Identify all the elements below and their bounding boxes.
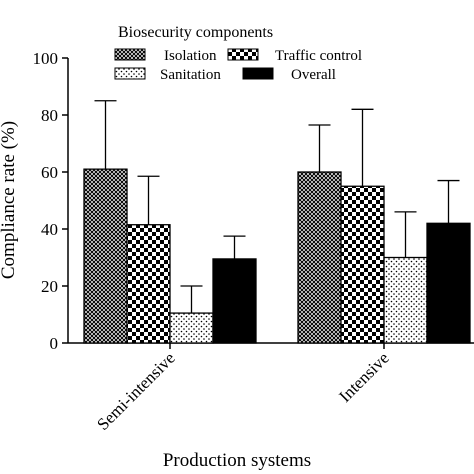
- bar-isolation-intensive: [297, 171, 342, 344]
- bar-traffic-control-intensive: [340, 185, 385, 344]
- legend: Biosecurity components Isolation Traffic …: [114, 24, 362, 83]
- y-axis-label: Compliance rate (%): [0, 121, 19, 279]
- bar-overall-intensive: [426, 222, 471, 344]
- y-tick-label: 20: [41, 277, 58, 296]
- legend-label: Sanitation: [160, 67, 221, 83]
- y-tick-label: 80: [41, 106, 58, 125]
- error-bars: [94, 100, 460, 314]
- y-tick-label: 40: [41, 220, 58, 239]
- bars: [83, 168, 471, 344]
- legend-swatch-isolation: [114, 48, 146, 61]
- x-axis-label: Production systems: [163, 450, 311, 471]
- x-tick-label: Semi-intensive: [93, 348, 179, 434]
- bar-overall-semi-intensive: [212, 258, 257, 344]
- bar-sanitation-semi-intensive: [169, 312, 214, 344]
- legend-swatch-sanitation: [114, 67, 146, 80]
- legend-label: Isolation: [164, 48, 217, 64]
- bar-traffic-control-semi-intensive: [126, 224, 171, 344]
- y-tick-label: 0: [50, 334, 59, 353]
- y-tick-label: 60: [41, 163, 58, 182]
- legend-swatch-overall: [242, 67, 274, 80]
- legend-label: Overall: [291, 67, 336, 83]
- bar-sanitation-intensive: [383, 256, 428, 344]
- legend-swatch-traffic-control: [227, 48, 259, 61]
- y-tick-label: 100: [33, 49, 59, 68]
- legend-title: Biosecurity components: [118, 24, 273, 41]
- x-tick-label: Intensive: [335, 348, 393, 406]
- legend-label: Traffic control: [275, 48, 362, 64]
- bar-isolation-semi-intensive: [83, 168, 128, 344]
